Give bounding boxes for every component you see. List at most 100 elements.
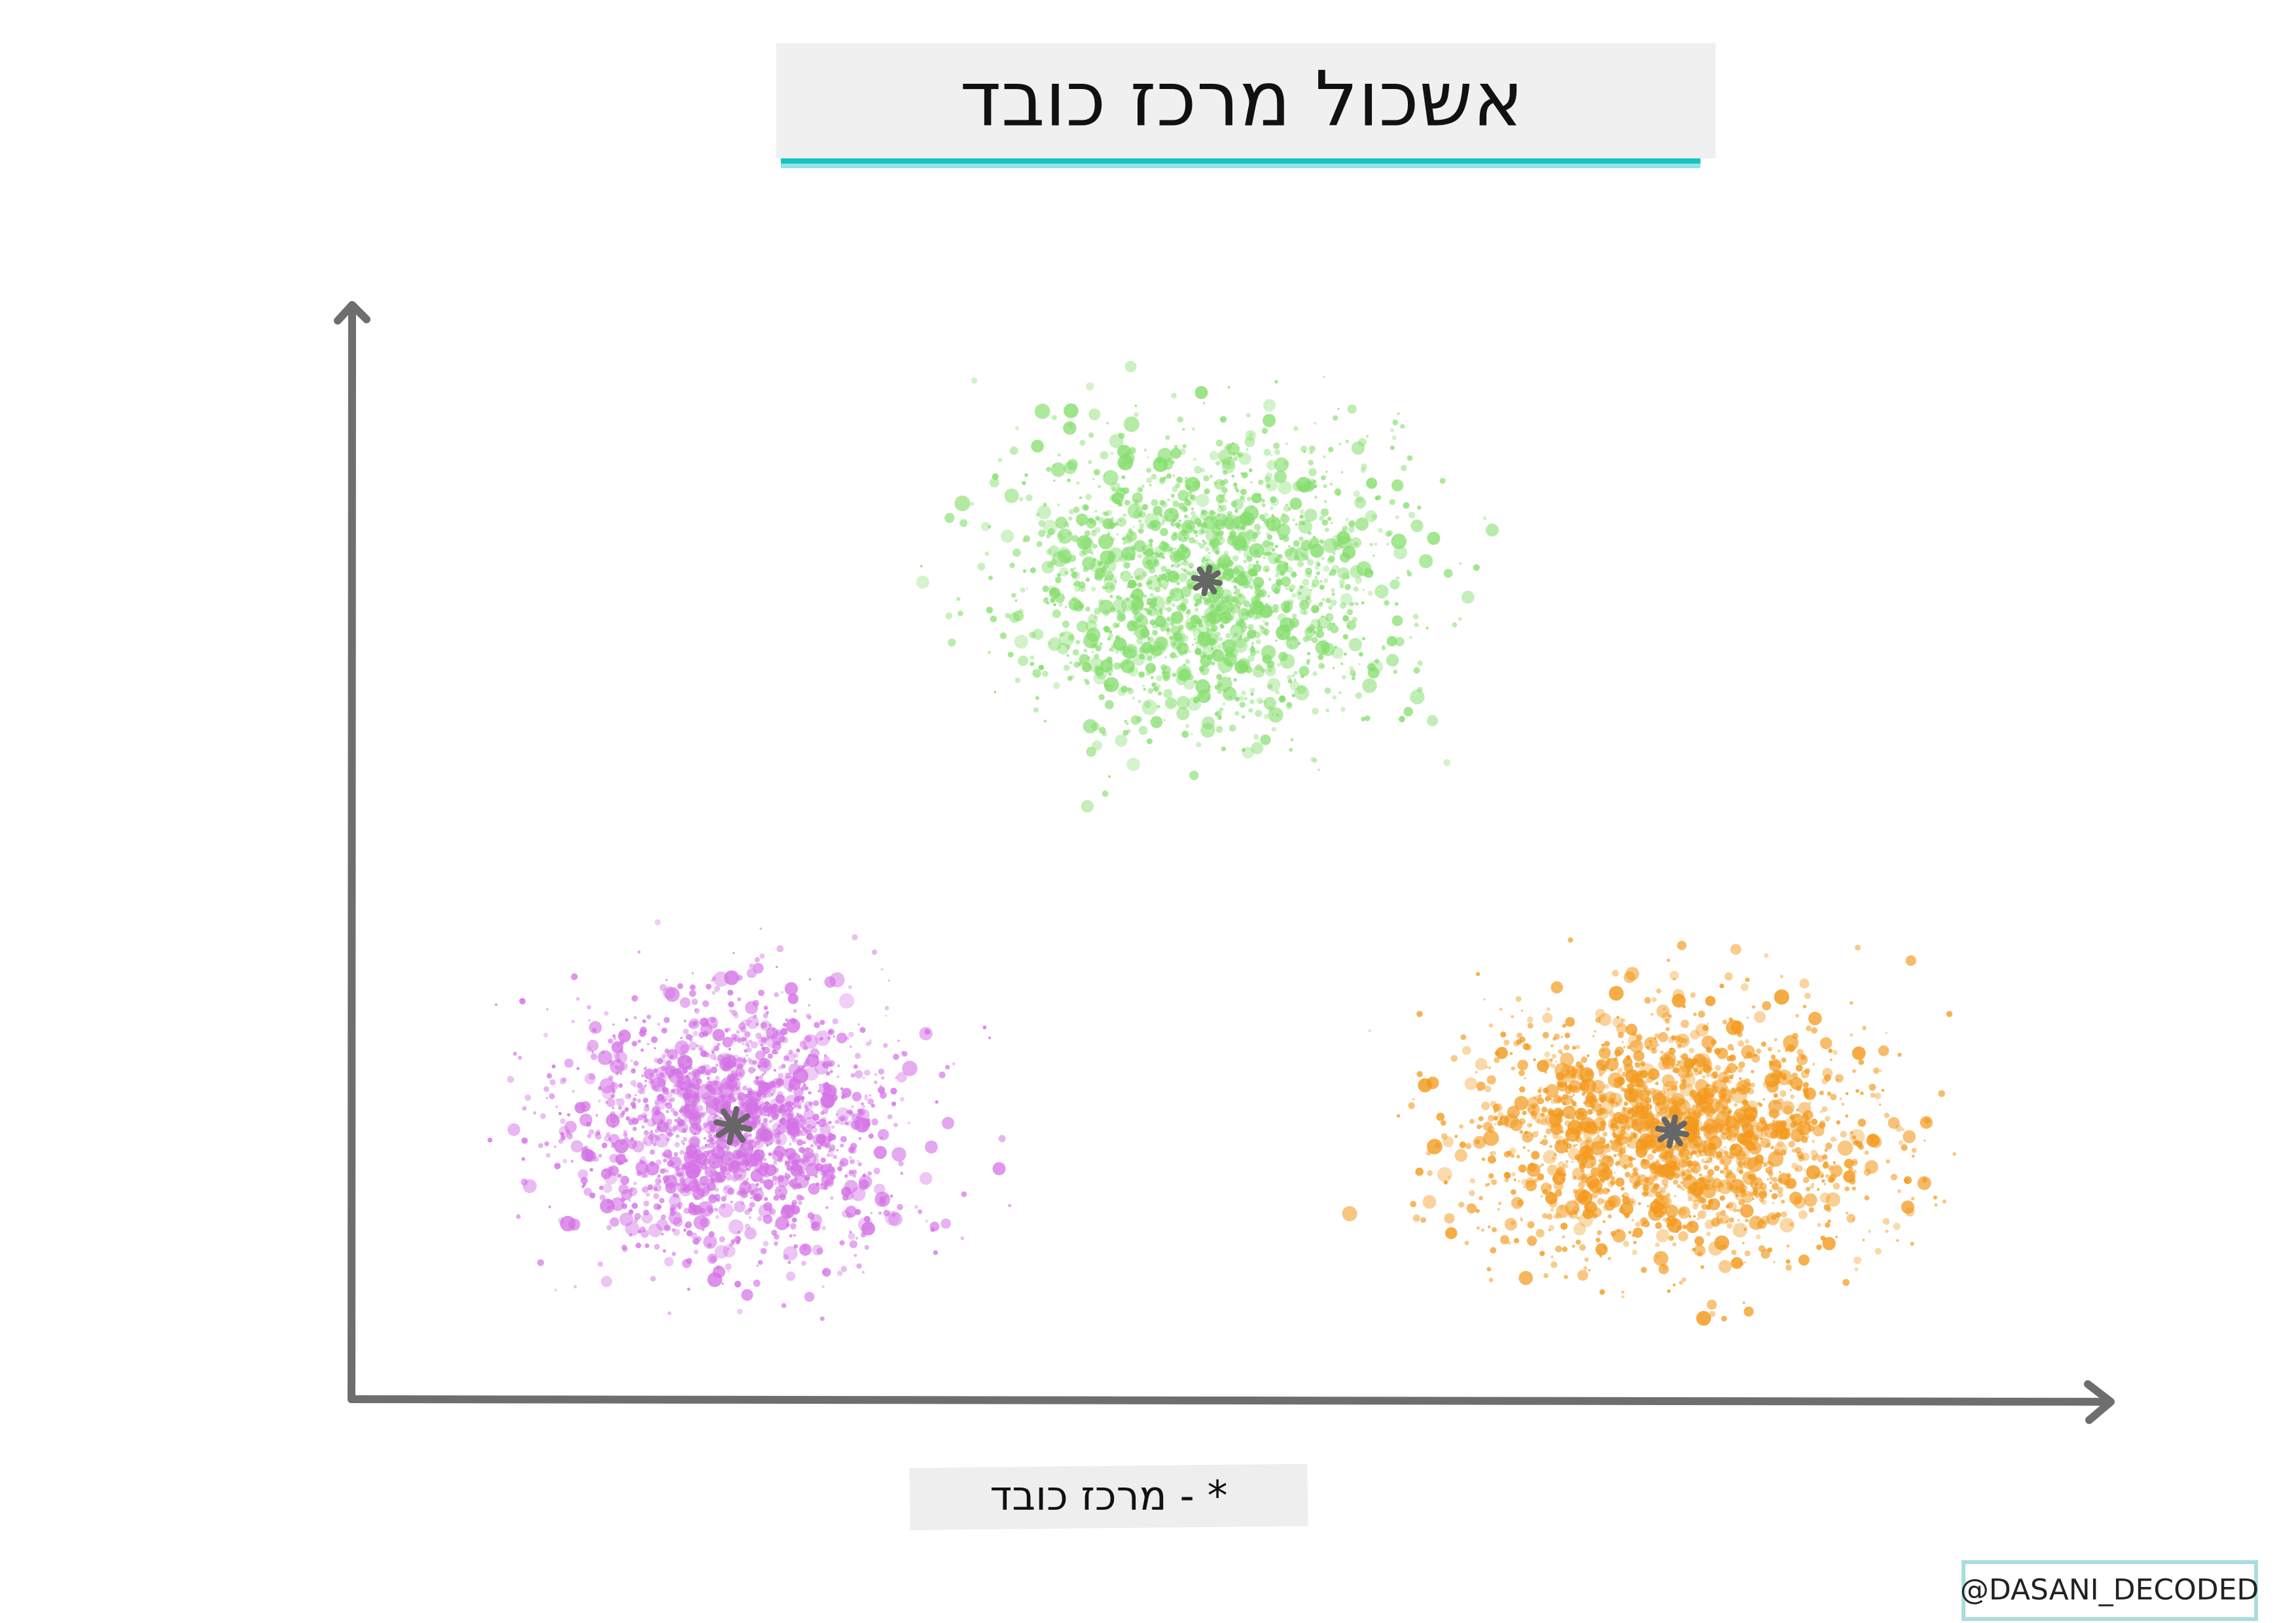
cluster-dot [1171, 603, 1175, 607]
cluster-dot [1128, 447, 1136, 454]
cluster-dot [1753, 1116, 1755, 1118]
cluster-dot [662, 1096, 668, 1102]
cluster-dot [1274, 470, 1287, 484]
cluster-dot [1822, 1163, 1829, 1169]
cluster-dot [848, 1232, 855, 1240]
cluster-dot [1824, 1149, 1828, 1152]
cluster-dot [1088, 459, 1092, 465]
cluster-dot [688, 1099, 691, 1103]
cluster-dot [1049, 533, 1052, 536]
cluster-dot [1238, 606, 1241, 609]
cluster-dot [1107, 532, 1111, 535]
cluster-dot [1773, 1093, 1778, 1098]
cluster-dot [1045, 597, 1048, 600]
cluster-dot [1738, 1160, 1742, 1165]
cluster-dot [782, 1096, 785, 1099]
cluster-dot [1115, 499, 1121, 505]
cluster-dot [1094, 527, 1101, 533]
cluster-dot [614, 1139, 629, 1154]
cluster-dot [1280, 576, 1291, 587]
cluster-dot [1621, 1071, 1627, 1077]
cluster-dot [1066, 654, 1069, 657]
cluster-dot [702, 1111, 707, 1116]
cluster-dot [647, 1118, 656, 1128]
cluster-dot [1234, 711, 1240, 716]
cluster-dot [803, 1109, 815, 1120]
cluster-dot [769, 1152, 773, 1156]
cluster-dot [1345, 518, 1350, 522]
cluster-dot [796, 1096, 801, 1101]
cluster-dot [1287, 507, 1292, 511]
cluster-dot [617, 1044, 620, 1048]
cluster-dot [1628, 1230, 1632, 1234]
cluster-dot [1190, 510, 1196, 516]
cluster-dot [1562, 1235, 1566, 1239]
cluster-dot [1669, 1154, 1674, 1158]
cluster-dot [796, 1113, 799, 1116]
cluster-dot [1774, 1038, 1778, 1042]
cluster-dot [709, 1086, 717, 1094]
cluster-dot [1166, 607, 1172, 613]
cluster-dot [1280, 514, 1290, 524]
cluster-dot [1312, 707, 1319, 715]
cluster-dot [1678, 1211, 1681, 1215]
cluster-dot [1552, 1156, 1556, 1160]
cluster-dot [598, 1261, 603, 1267]
cluster-dot [1130, 656, 1132, 658]
cluster-dot [1307, 636, 1313, 641]
cluster-dot [1513, 1178, 1516, 1181]
cluster-dot [737, 1078, 740, 1081]
cluster-dot [1835, 1074, 1844, 1083]
cluster-dot [1107, 637, 1111, 641]
cluster-dot [573, 1285, 577, 1289]
cluster-dot [773, 1168, 779, 1173]
cluster-dot [1938, 1090, 1945, 1097]
cluster-dot [1210, 639, 1217, 645]
cluster-dot [1256, 697, 1263, 704]
cluster-dot [701, 1127, 704, 1130]
cluster-dot [1744, 1039, 1749, 1044]
cluster-dot [1103, 626, 1111, 633]
cluster-dot [1149, 484, 1152, 487]
cluster-dot [616, 1098, 619, 1101]
cluster-dot [1069, 661, 1073, 665]
cluster-dot [1612, 969, 1619, 977]
cluster-dot [1690, 1029, 1700, 1040]
cluster-dot [1323, 565, 1330, 572]
cluster-dot [1132, 525, 1135, 528]
cluster-dot [1258, 589, 1267, 597]
cluster-dot [1391, 479, 1404, 491]
cluster-dot [1664, 1018, 1670, 1024]
cluster-dot [984, 551, 990, 556]
cluster-dot [1503, 1150, 1511, 1158]
cluster-dot [1247, 529, 1253, 535]
cluster-dot [1121, 685, 1128, 693]
cluster-dot [691, 998, 698, 1005]
cluster-dot [1243, 471, 1249, 478]
cluster-dot [1204, 546, 1210, 552]
cluster-dot [1246, 556, 1253, 562]
cluster-dot [1166, 632, 1170, 635]
cluster-dot [1246, 448, 1249, 451]
cluster-dot [801, 1046, 806, 1050]
cluster-dot [1698, 1094, 1702, 1099]
cluster-dot [1701, 1204, 1708, 1210]
cluster-dot [1651, 997, 1657, 1003]
cluster-dot [1193, 637, 1196, 641]
cluster-dot [869, 1039, 872, 1042]
cluster-dot [800, 1096, 805, 1101]
cluster-dot [897, 1039, 900, 1043]
cluster-dot [1229, 724, 1236, 732]
cluster-dot [1175, 522, 1181, 528]
cluster-dot [643, 1130, 649, 1136]
cluster-dot [704, 1145, 708, 1147]
cluster-dot [704, 1120, 717, 1135]
cluster-dot [683, 1020, 687, 1022]
cluster-dot [1605, 1061, 1610, 1066]
cluster-dot [1777, 1192, 1784, 1198]
cluster-dot [1767, 1178, 1769, 1181]
cluster-dot [1642, 1109, 1652, 1119]
cluster-dot [1317, 633, 1320, 636]
cluster-dot [1244, 696, 1248, 701]
cluster-dot [636, 1082, 643, 1089]
